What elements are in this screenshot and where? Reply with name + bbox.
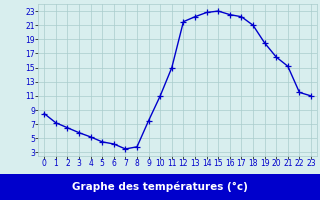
Text: Graphe des températures (°c): Graphe des températures (°c) — [72, 182, 248, 192]
Text: Graphe des températures (°c): Graphe des températures (°c) — [73, 187, 247, 197]
